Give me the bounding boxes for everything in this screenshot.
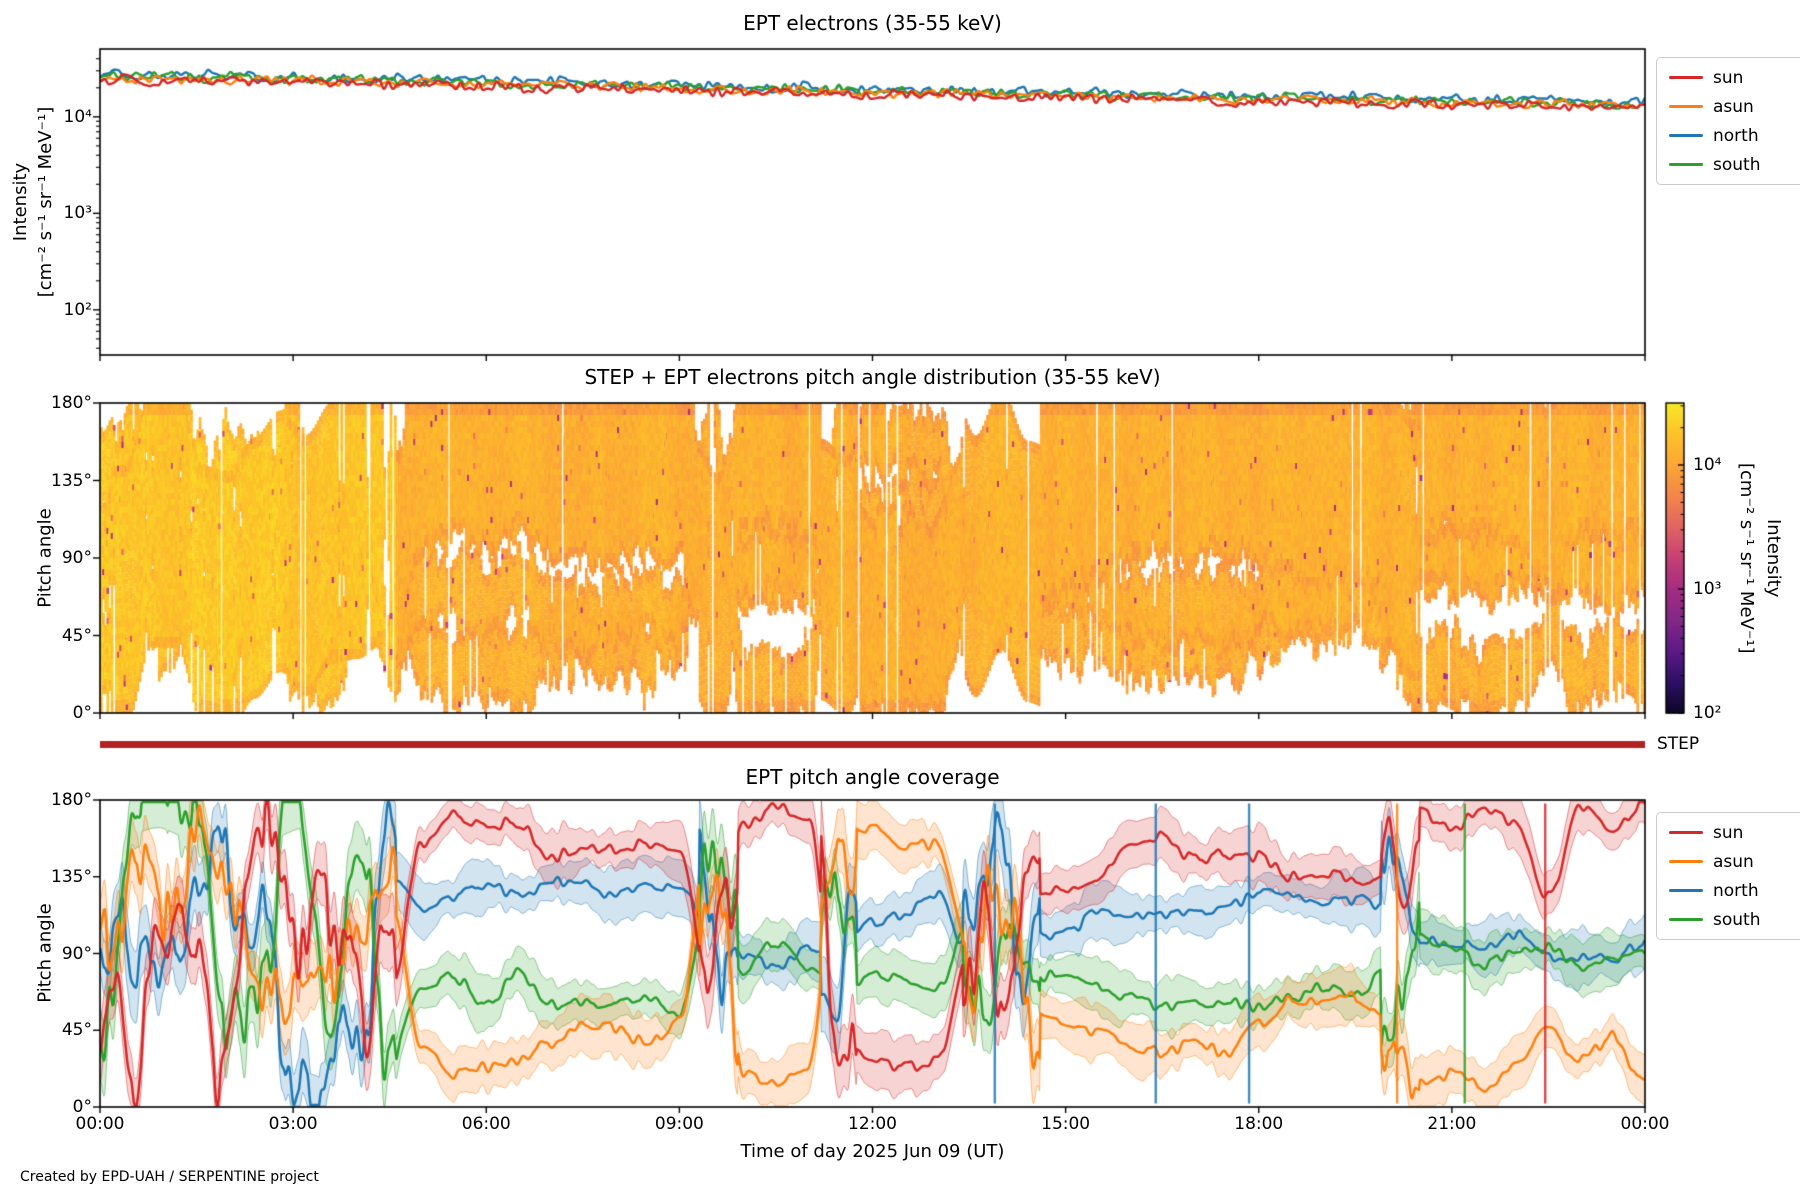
panel1-legend: sun asun north south xyxy=(1656,57,1800,185)
xtick-18:00: 18:00 xyxy=(1234,1114,1284,1134)
panel3-ytick-180: 180° xyxy=(51,790,92,810)
panel3-legend-label-south: south xyxy=(1713,909,1761,930)
panel3-ytick-135: 135° xyxy=(51,866,92,887)
colorbar-axis-label: Intensity [cm⁻² s⁻¹ sr⁻¹ MeV⁻¹] xyxy=(1733,403,1787,713)
panel3-title: EPT pitch angle coverage xyxy=(745,765,1000,789)
panel1-legend-item-asun: asun xyxy=(1669,96,1800,117)
xtick-21:00: 21:00 xyxy=(1427,1114,1477,1134)
panel3-legend-item-south: south xyxy=(1669,909,1800,930)
colorbar-tick-10³: 10³ xyxy=(1693,579,1722,599)
panel3-ytick-90: 90° xyxy=(61,943,92,964)
xtick-12:00: 12:00 xyxy=(848,1114,897,1134)
xtick-03:00: 03:00 xyxy=(268,1114,318,1134)
panel1-title: EPT electrons (35-55 keV) xyxy=(743,11,1002,35)
panel2-title: STEP + EPT electrons pitch angle distrib… xyxy=(584,365,1161,389)
panel3-ytick-45: 45° xyxy=(61,1020,92,1041)
panel3-legend-item-north: north xyxy=(1669,880,1800,901)
panel1-legend-item-south: south xyxy=(1669,154,1800,175)
panel3-legend-label-asun: asun xyxy=(1713,851,1754,872)
colorbar-tick-10⁴: 10⁴ xyxy=(1693,455,1722,475)
panel1-legend-label-south: south xyxy=(1713,154,1761,175)
asun-line-swatch xyxy=(1669,859,1703,864)
colorbar-label-line2: [cm⁻² s⁻¹ sr⁻¹ MeV⁻¹] xyxy=(1736,462,1757,654)
panel1-legend-label-sun: sun xyxy=(1713,67,1744,88)
panel1-legend-item-sun: sun xyxy=(1669,67,1800,88)
panel3-ytick-0: 0° xyxy=(72,1097,92,1117)
panel2-ytick-0: 0° xyxy=(72,703,92,723)
sun-line-swatch xyxy=(1669,75,1703,80)
panel1-legend-item-north: north xyxy=(1669,125,1800,146)
xtick-00:00: 00:00 xyxy=(75,1114,125,1134)
south-line-swatch xyxy=(1669,162,1703,167)
x-axis-label: Time of day 2025 Jun 09 (UT) xyxy=(740,1141,1005,1162)
panel3-legend-label-north: north xyxy=(1713,880,1759,901)
panel3-legend-item-asun: asun xyxy=(1669,851,1800,872)
colorbar-label-line1: Intensity xyxy=(1763,518,1784,598)
north-line-swatch xyxy=(1669,133,1703,138)
xtick-15:00: 15:00 xyxy=(1041,1114,1091,1134)
panel3-legend-item-sun: sun xyxy=(1669,822,1800,843)
panel2-ytick-135: 135° xyxy=(51,470,92,491)
panel3-legend: sun asun north south xyxy=(1656,812,1800,940)
panel2-ytick-45: 45° xyxy=(61,625,92,646)
xtick-09:00: 09:00 xyxy=(654,1114,704,1134)
panel2-ytick-180: 180° xyxy=(51,393,92,413)
panel1-ytick-10²: 10² xyxy=(63,299,92,320)
sun-line-swatch xyxy=(1669,830,1703,835)
north-line-swatch xyxy=(1669,888,1703,893)
asun-line-swatch xyxy=(1669,104,1703,109)
xtick-06:00: 06:00 xyxy=(461,1114,511,1134)
panel1-ylabel-line1: Intensity xyxy=(10,162,31,242)
south-line-swatch xyxy=(1669,917,1703,922)
panel1-ytick-10³: 10³ xyxy=(63,203,92,224)
panel2-ytick-90: 90° xyxy=(61,548,92,568)
colorbar-tick-10²: 10² xyxy=(1693,703,1722,723)
step-coverage-label: STEP xyxy=(1657,734,1700,754)
panel1-legend-label-north: north xyxy=(1713,125,1759,146)
panel3-legend-label-sun: sun xyxy=(1713,822,1744,843)
xtick-00:00: 00:00 xyxy=(1620,1114,1670,1134)
panel1-legend-label-asun: asun xyxy=(1713,96,1754,117)
figure-credit: Created by EPD-UAH / SERPENTINE project xyxy=(20,1169,319,1185)
panel1-ytick-10⁴: 10⁴ xyxy=(63,106,92,127)
